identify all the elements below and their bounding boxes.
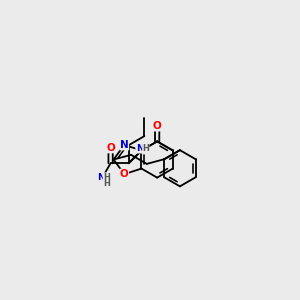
Text: H: H <box>103 179 110 188</box>
Text: H: H <box>142 144 149 153</box>
Text: O: O <box>106 143 115 153</box>
Text: N: N <box>120 140 129 150</box>
Text: N: N <box>136 144 143 153</box>
Text: O: O <box>153 121 161 131</box>
Text: H: H <box>103 172 110 182</box>
Text: O: O <box>120 169 129 179</box>
Text: N: N <box>97 173 104 182</box>
